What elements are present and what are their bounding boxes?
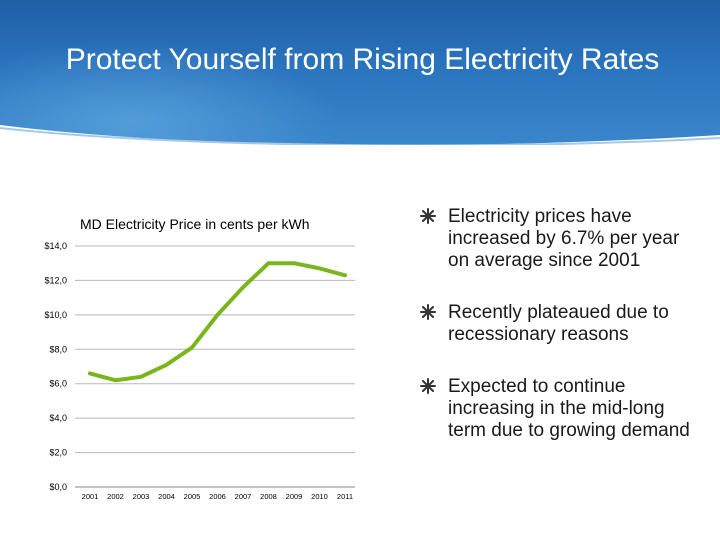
x-tick-label: 2007 [235, 492, 252, 501]
x-tick-label: 2009 [286, 492, 303, 501]
bullet-item: Electricity prices have increased by 6.7… [420, 206, 700, 272]
x-tick-label: 2005 [184, 492, 201, 501]
y-tick-label: $4,0 [49, 413, 67, 423]
y-tick-label: $10,0 [44, 310, 67, 320]
asterisk-bullet-icon [420, 304, 436, 320]
x-tick-label: 2003 [133, 492, 150, 501]
bullet-list: Electricity prices have increased by 6.7… [420, 206, 700, 472]
y-tick-labels: $0,0 $2,0 $4,0 $6,0 $8,0 $10,0 $12,0 $14,0 [44, 241, 67, 492]
y-tick-label: $12,0 [44, 275, 67, 285]
chart-title: MD Electricity Price in cents per kWh [80, 216, 310, 232]
x-tick-labels: 2001 2002 2003 2004 2005 2006 2007 2008 2009 2010… [82, 492, 353, 501]
y-tick-label: $14,0 [44, 241, 67, 251]
x-tick-label: 2011 [337, 492, 353, 501]
x-tick-label: 2006 [209, 492, 226, 501]
y-tick-label: $8,0 [49, 344, 67, 354]
price-line-chart: $0,0 $2,0 $4,0 $6,0 $8,0 $10,0 $12,0 $14,0 2001… [44, 241, 355, 501]
y-tick-label: $6,0 [49, 379, 67, 389]
slide-header: Protect Yourself from Rising Electricity… [0, 0, 720, 145]
bullet-text: Recently plateaued due to recessionary r… [448, 302, 669, 345]
x-tick-label: 2002 [107, 492, 124, 501]
slide-title: Protect Yourself from Rising Electricity… [65, 43, 660, 76]
gridlines [75, 245, 355, 488]
y-tick-label: $0,0 [49, 482, 67, 492]
bullet-text: Electricity prices have increased by 6.7… [448, 206, 680, 271]
bullet-item: Expected to continue increasing in the m… [420, 376, 700, 442]
series-line [88, 261, 347, 383]
series-layer [88, 261, 347, 383]
y-tick-label: $2,0 [49, 448, 67, 458]
x-tick-label: 2004 [158, 492, 175, 501]
bullet-item: Recently plateaued due to recessionary r… [420, 302, 700, 346]
header-curve [0, 125, 720, 145]
bullet-text: Expected to continue increasing in the m… [448, 376, 690, 441]
asterisk-bullet-icon [420, 208, 436, 224]
asterisk-bullet-icon [420, 378, 436, 394]
x-tick-label: 2008 [260, 492, 277, 501]
x-tick-label: 2010 [311, 492, 328, 501]
x-tick-label: 2001 [82, 492, 99, 501]
